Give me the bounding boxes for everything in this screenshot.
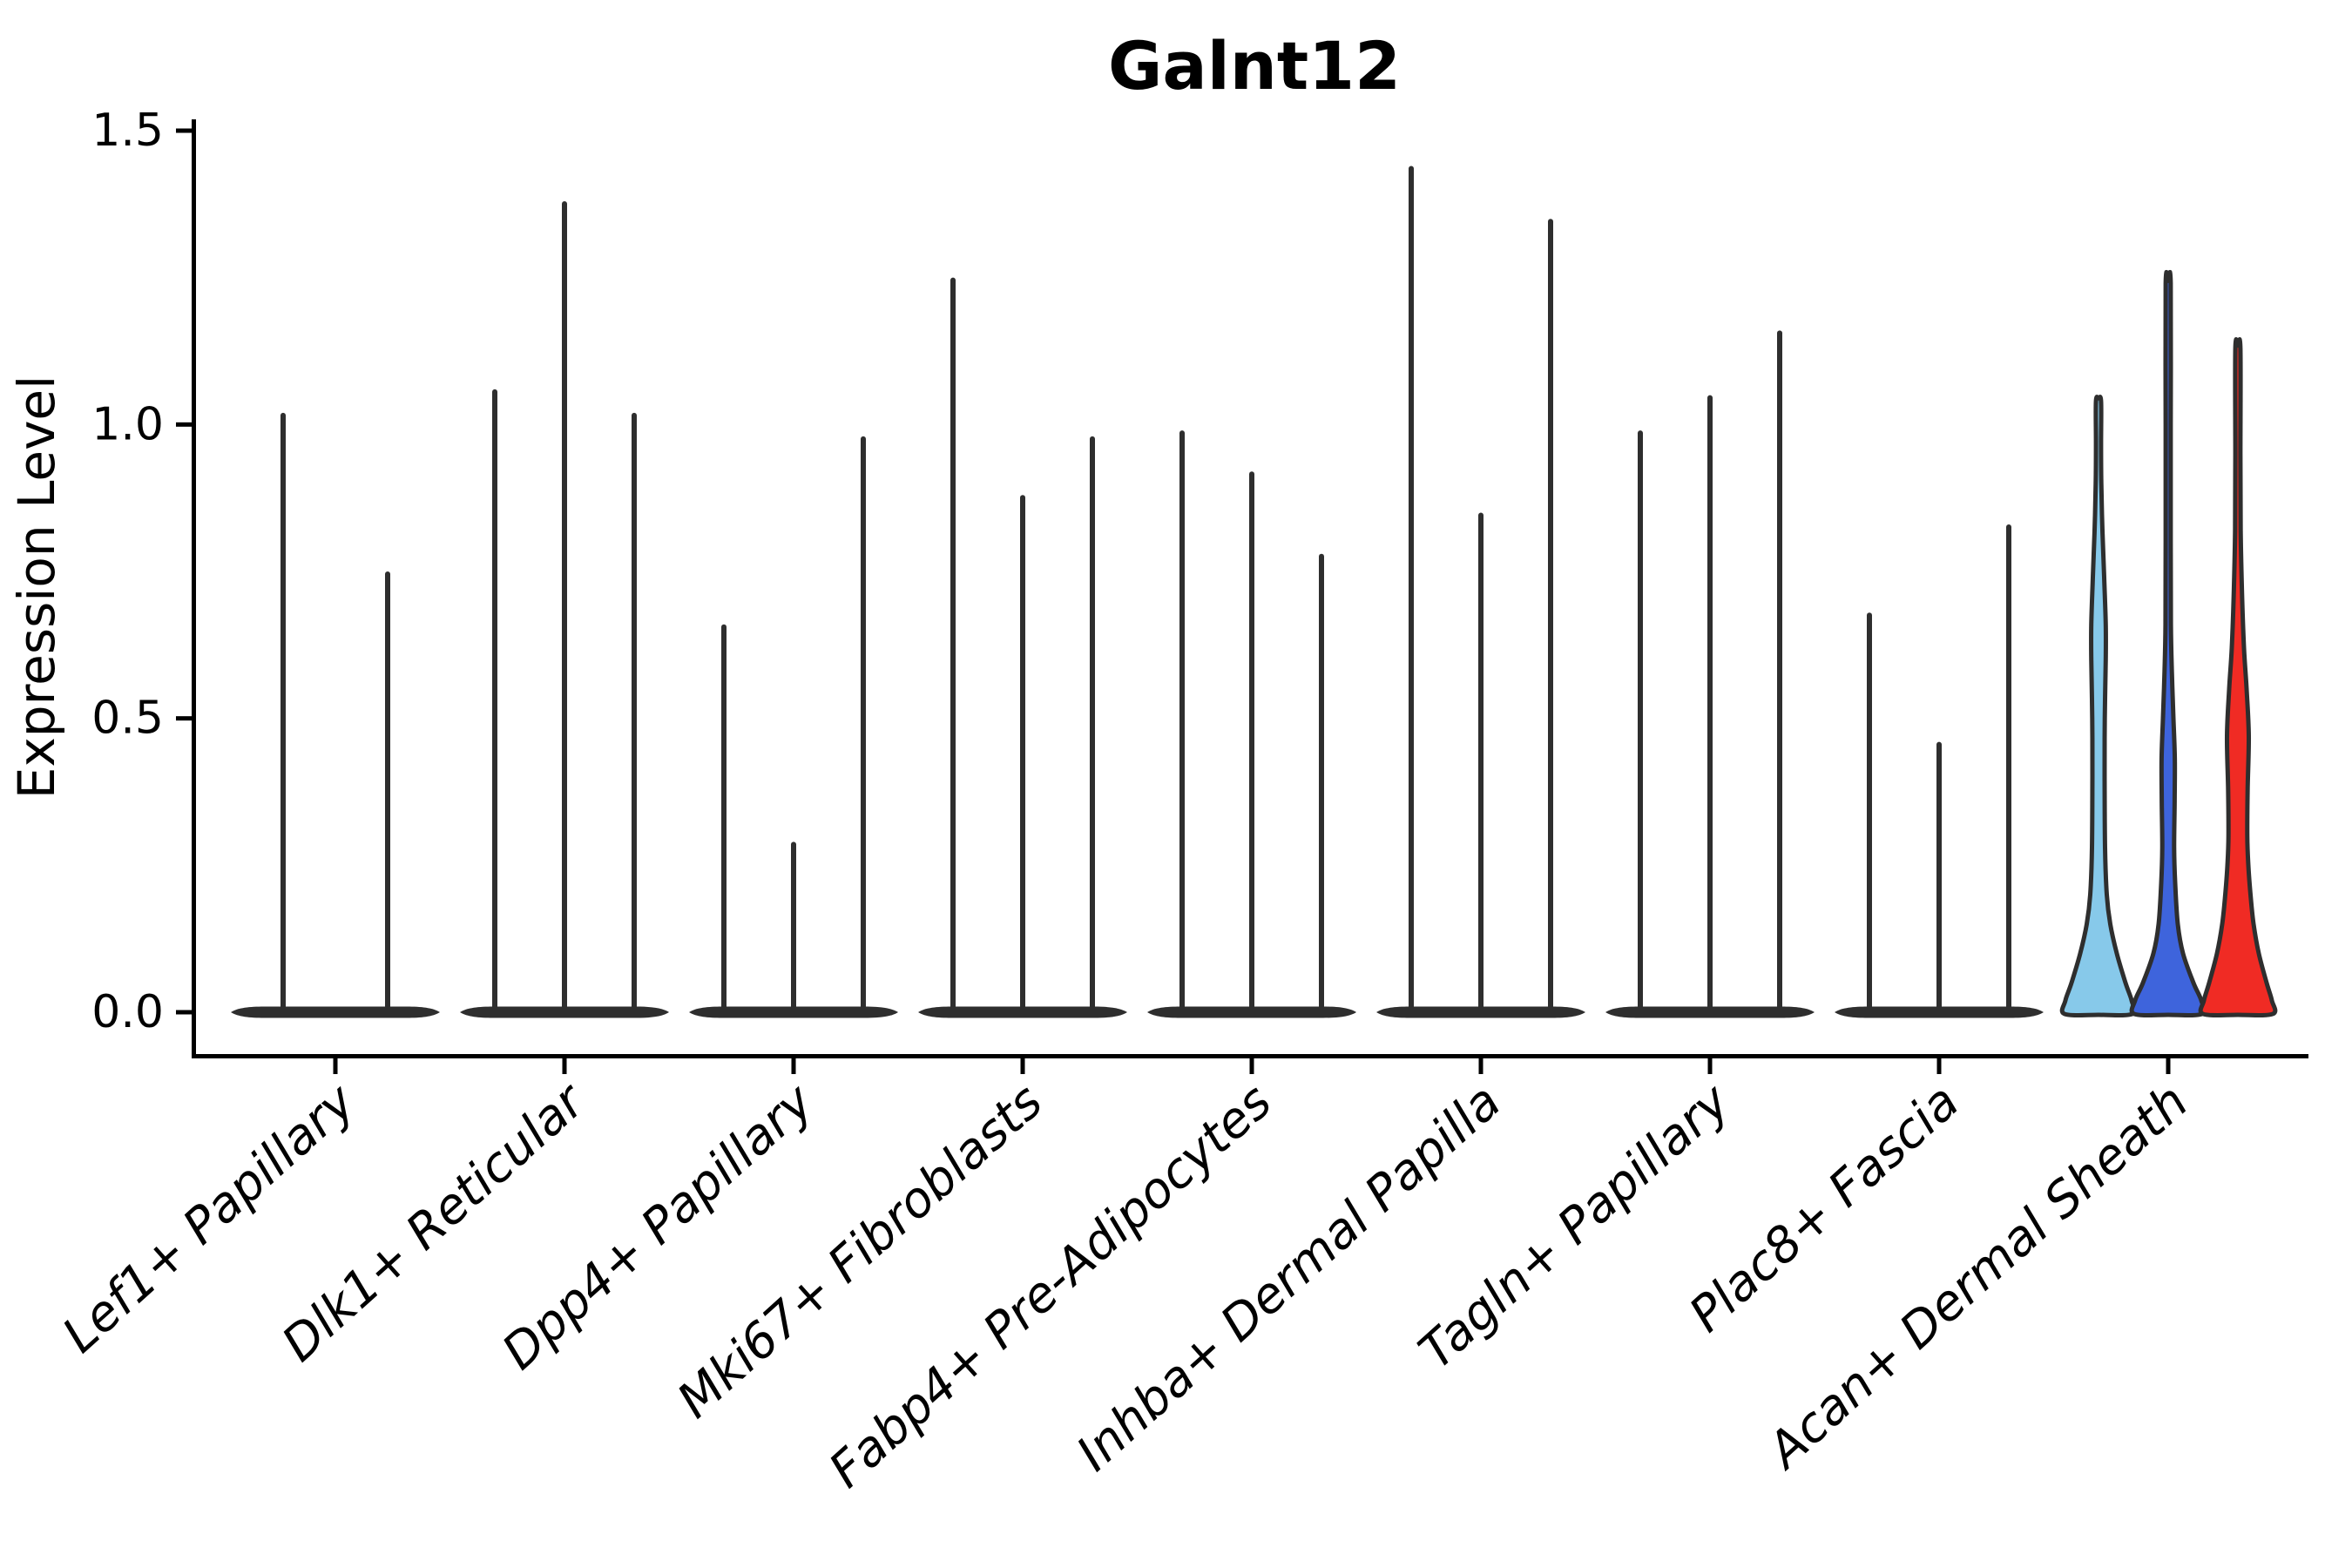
x-tick-label: Fabp4+ Pre-Adipocytes (819, 1073, 1283, 1499)
x-tick-mark (2166, 1058, 2171, 1074)
chart-title: Galnt12 (1108, 27, 1401, 105)
violin-spike (1020, 495, 1025, 1015)
violin-spike (1249, 471, 1254, 1015)
x-tick-mark (1249, 1058, 1254, 1074)
x-tick-mark (562, 1058, 567, 1074)
violin-base (231, 1006, 440, 1018)
violin-spike (950, 277, 956, 1016)
violins-layer (231, 166, 2278, 1018)
violin-spike (1548, 219, 1553, 1015)
violin-spike (385, 571, 390, 1015)
violin-spike (1936, 741, 1942, 1015)
violin-spike (1638, 430, 1643, 1016)
bottom-spine (192, 1054, 2308, 1058)
violin-spike (632, 412, 637, 1015)
x-tick-mark (1020, 1058, 1025, 1074)
x-tick-label: Mki67+ Fibroblasts (667, 1073, 1054, 1429)
left-spine (192, 119, 196, 1058)
y-tick-mark (176, 422, 192, 427)
x-tick-label: Inhba+ Dermal Papilla (1066, 1073, 1511, 1483)
y-axis-tick-labels: 0.0 0.5 1.0 1.5 (91, 105, 164, 1038)
violin-spike (1478, 512, 1484, 1015)
x-tick-mark (1478, 1058, 1484, 1074)
violin (2059, 395, 2138, 1018)
violin-spike (1707, 395, 1713, 1015)
violin-spike (1179, 430, 1185, 1016)
violin-spike (1409, 166, 1414, 1015)
x-tick-mark (333, 1058, 338, 1074)
y-tick-mark (176, 1010, 192, 1015)
x-tick-mark (1707, 1058, 1713, 1074)
violin (2198, 337, 2278, 1018)
violin-spike (2006, 524, 2011, 1015)
y-tick-label: 1.0 (91, 398, 164, 450)
y-tick-mark (176, 128, 192, 133)
y-tick-label: 0.0 (91, 986, 164, 1038)
violin-spike (562, 200, 567, 1016)
violin-spike (1090, 436, 1095, 1016)
violin-spike (861, 436, 866, 1016)
x-tick-mark (791, 1058, 796, 1074)
violin-spike (721, 624, 727, 1015)
violin-spike (1867, 612, 1872, 1015)
y-axis-label: Expression Level (7, 375, 66, 799)
y-tick-label: 0.5 (91, 693, 164, 745)
violin (2129, 269, 2207, 1018)
x-tick-label: Acan+ Dermal Sheath (1755, 1073, 2199, 1481)
y-tick-label: 1.5 (91, 105, 164, 157)
violin-spike (791, 841, 796, 1015)
violin-spike (1319, 553, 1324, 1015)
y-tick-mark (176, 716, 192, 721)
x-tick-mark (1936, 1058, 1942, 1074)
violin-spike (1777, 330, 1782, 1015)
violin-spike (280, 412, 286, 1015)
axes (176, 119, 2308, 1074)
violin-spike (492, 389, 497, 1015)
